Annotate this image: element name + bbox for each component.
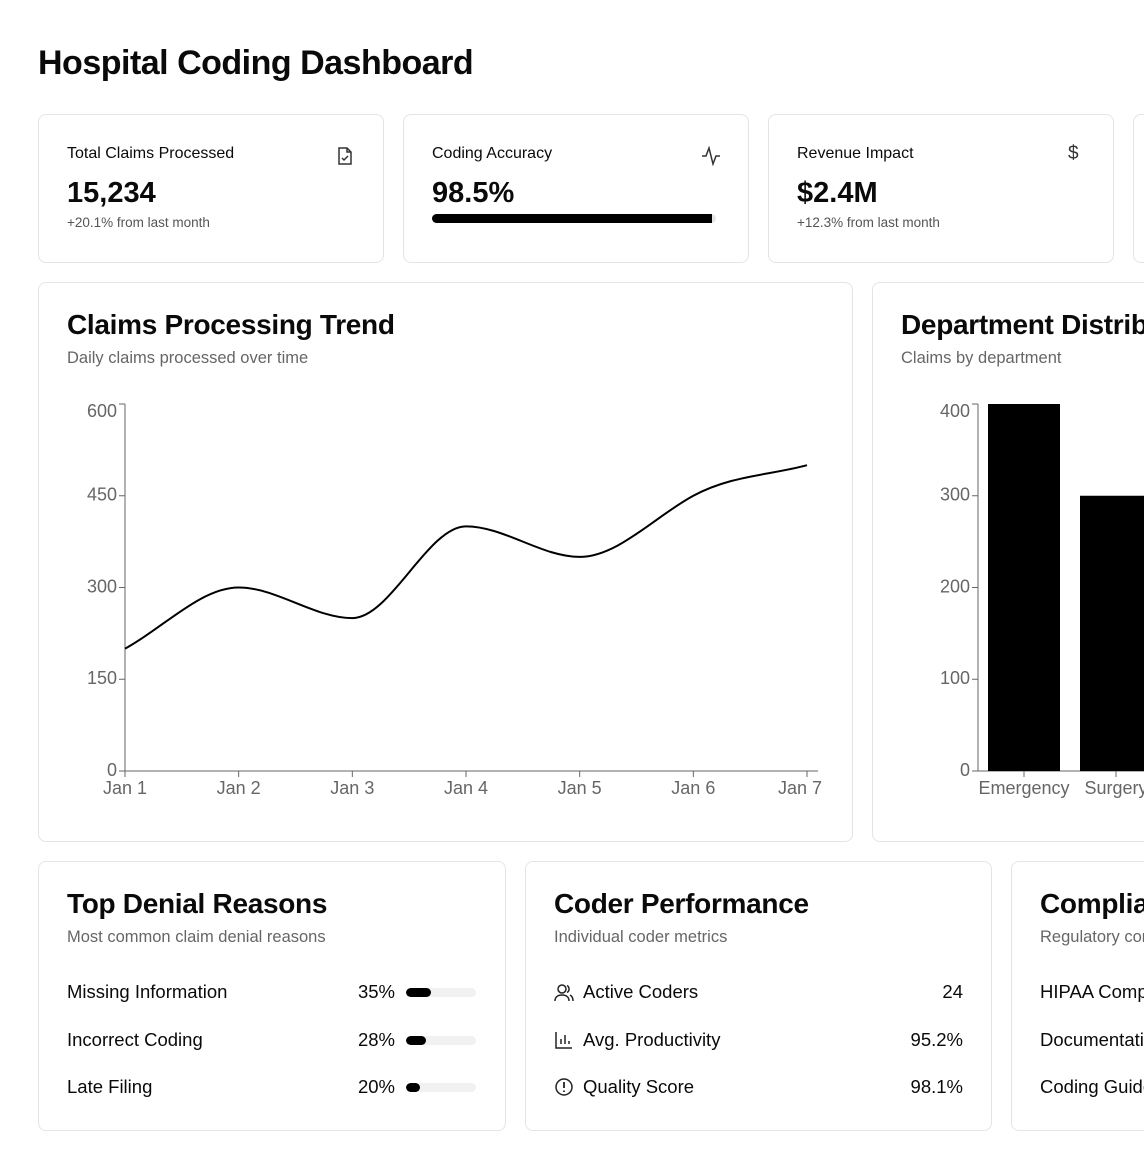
x-tick-label: Jan 3 [330,778,374,798]
row-value: 35% [357,981,395,1002]
kpi-card: Total Claims Processed 15,234 +20.1% fro… [38,114,384,263]
y-tick-label: 400 [940,401,970,421]
x-tick-label: Jan 7 [778,778,822,798]
kpi-label: Revenue Impact [797,145,914,162]
compliance-card: Compliance Status Regulatory compliance … [1011,861,1144,1131]
x-tick-label: Jan 2 [217,778,261,798]
kpi-value: $2.4M [797,177,878,209]
bar [988,404,1060,771]
x-tick-label: Jan 4 [444,778,488,798]
progress-bar [406,1035,426,1045]
x-tick-label: Jan 6 [671,778,715,798]
card-title: Department Distribution [901,309,1144,340]
bar [1080,495,1144,771]
kpi-value: 15,234 [67,177,156,209]
y-tick-label: 600 [87,401,117,421]
y-tick-label: 100 [940,668,970,688]
x-tick-label: Jan 5 [558,778,602,798]
x-tick-label: Surgery [1084,778,1144,798]
denials-card: Top Denial Reasons Most common claim den… [38,861,506,1131]
y-tick-label: 300 [87,576,117,596]
compliance-item: Documentation [1040,1028,1144,1050]
page-title: Hospital Coding Dashboard [38,44,474,82]
metric-label: Quality Score [583,1076,695,1097]
users-icon [554,984,574,1002]
kpi-label: Coding Accuracy [432,145,553,162]
row-label: Late Filing [67,1076,153,1097]
card-subtitle: Individual coder metrics [554,928,728,946]
compliance-item: HIPAA Compliance [1040,981,1144,1002]
metric-value: 24 [942,981,963,1002]
card-subtitle: Most common claim denial reasons [67,928,326,946]
card-subtitle: Daily claims processed over time [67,349,309,367]
y-tick-label: 200 [940,576,970,596]
progress-bar [406,988,431,997]
dollar-icon: $ [1068,143,1079,164]
y-tick-label: 300 [940,485,970,505]
card-subtitle: Claims by department [901,349,1062,367]
compliance-item: Coding Guidelines [1040,1076,1144,1097]
x-tick-label: Emergency [978,778,1069,798]
metric-value: 95.2% [910,1028,963,1050]
file-icon [338,147,352,165]
y-tick-label: 150 [87,668,117,688]
row-label: Incorrect Coding [67,1028,203,1050]
activity-icon [702,146,720,166]
kpi-value: 98.5% [432,177,515,209]
y-tick-label: 0 [960,760,970,780]
kpi-card [1133,114,1144,263]
performance-card: Coder Performance Individual coder metri… [525,861,992,1131]
kpi-label: Total Claims Processed [67,145,235,162]
card-title: Top Denial Reasons [67,888,328,919]
row-value: 20% [357,1076,395,1097]
chart-icon [555,1032,572,1049]
progress-track [406,988,476,997]
progress-track [432,214,716,223]
card-subtitle: Regulatory compliance metrics [1040,928,1144,946]
row-value: 28% [357,1028,395,1050]
progress-track [406,1083,476,1092]
kpi-note: +20.1% from last month [67,215,210,230]
progress-bar [432,214,712,223]
card-title: Claims Processing Trend [67,309,395,340]
x-tick-label: Jan 1 [103,778,147,798]
alert-icon [555,1078,573,1096]
kpi-note: +12.3% from last month [797,215,940,230]
metric-label: Avg. Productivity [583,1028,721,1050]
progress-bar [406,1083,420,1092]
y-tick-label: 450 [87,485,117,505]
metric-label: Active Coders [583,981,699,1002]
y-tick-label: 0 [107,760,117,780]
kpi-card: Coding Accuracy 98.5% [403,114,749,263]
metric-value: 98.1% [910,1076,963,1097]
kpi-card: Revenue Impact $ $2.4M +12.3% from last … [768,114,1114,263]
card-title: Coder Performance [554,888,809,919]
row-label: Missing Information [67,981,228,1002]
chart-card: Claims Processing Trend Daily claims pro… [38,282,853,842]
trend-line [124,464,808,650]
card-title: Compliance Status [1040,888,1144,919]
progress-track [406,1035,476,1045]
